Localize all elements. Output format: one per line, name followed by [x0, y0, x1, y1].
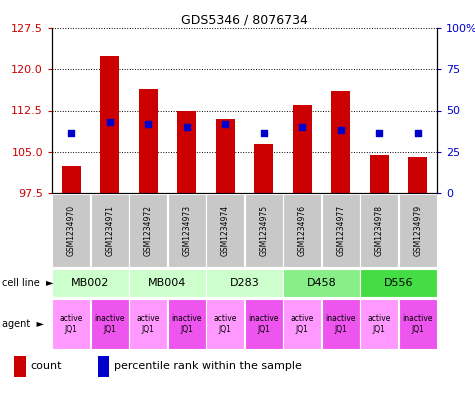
Text: MB004: MB004: [148, 278, 187, 288]
Bar: [52, 299, 90, 349]
Text: agent  ►: agent ►: [2, 319, 44, 329]
Bar: [284, 268, 360, 298]
Point: [375, 129, 383, 136]
Bar: [62, 165, 81, 193]
Bar: [129, 299, 167, 349]
Bar: [206, 194, 244, 267]
Text: GSM1234970: GSM1234970: [67, 205, 76, 256]
Text: GSM1234974: GSM1234974: [221, 205, 230, 256]
Text: GSM1234973: GSM1234973: [182, 205, 191, 256]
Point: [106, 118, 114, 125]
Text: active
JQ1: active JQ1: [59, 314, 83, 334]
Bar: [245, 194, 283, 267]
Bar: [399, 194, 437, 267]
Text: D556: D556: [384, 278, 413, 288]
Bar: [177, 110, 196, 193]
Text: percentile rank within the sample: percentile rank within the sample: [114, 361, 302, 371]
Text: active
JQ1: active JQ1: [368, 314, 391, 334]
Point: [183, 124, 190, 130]
Text: cell line  ►: cell line ►: [2, 278, 54, 288]
Bar: [254, 143, 274, 193]
Bar: [408, 157, 428, 193]
Bar: [168, 299, 206, 349]
Title: GDS5346 / 8076734: GDS5346 / 8076734: [181, 14, 308, 27]
Bar: [98, 356, 109, 376]
Point: [67, 129, 75, 136]
Point: [337, 127, 344, 133]
Bar: [322, 194, 360, 267]
Point: [260, 129, 267, 136]
Bar: [370, 154, 389, 193]
Text: inactive
JQ1: inactive JQ1: [402, 314, 433, 334]
Text: GSM1234975: GSM1234975: [259, 205, 268, 256]
Text: active
JQ1: active JQ1: [214, 314, 237, 334]
Bar: [91, 299, 129, 349]
Bar: [245, 299, 283, 349]
Bar: [91, 194, 129, 267]
Bar: [293, 105, 312, 193]
Bar: [331, 91, 351, 193]
Point: [414, 129, 421, 136]
Text: GSM1234977: GSM1234977: [336, 205, 345, 256]
Bar: [52, 194, 90, 267]
Text: count: count: [30, 361, 62, 371]
Point: [144, 121, 152, 127]
Bar: [399, 299, 437, 349]
Text: active
JQ1: active JQ1: [291, 314, 314, 334]
Bar: [206, 268, 283, 298]
Text: inactive
JQ1: inactive JQ1: [325, 314, 356, 334]
Bar: [139, 88, 158, 193]
Bar: [52, 268, 129, 298]
Bar: [168, 194, 206, 267]
Bar: [284, 194, 321, 267]
Text: active
JQ1: active JQ1: [137, 314, 160, 334]
Text: D458: D458: [307, 278, 336, 288]
Text: GSM1234978: GSM1234978: [375, 205, 384, 256]
Bar: [216, 119, 235, 193]
Bar: [361, 268, 437, 298]
Bar: [361, 299, 398, 349]
Bar: [100, 55, 119, 193]
Text: inactive
JQ1: inactive JQ1: [95, 314, 125, 334]
Text: GSM1234972: GSM1234972: [144, 205, 153, 256]
Text: inactive
JQ1: inactive JQ1: [248, 314, 279, 334]
Text: GSM1234976: GSM1234976: [298, 205, 307, 256]
Text: GSM1234971: GSM1234971: [105, 205, 114, 256]
Text: inactive
JQ1: inactive JQ1: [171, 314, 202, 334]
Bar: [129, 194, 167, 267]
Point: [298, 124, 306, 130]
Bar: [14, 356, 26, 376]
Point: [221, 121, 229, 127]
Bar: [361, 194, 398, 267]
Bar: [284, 299, 321, 349]
Text: GSM1234979: GSM1234979: [413, 205, 422, 256]
Bar: [206, 299, 244, 349]
Text: MB002: MB002: [71, 278, 110, 288]
Text: D283: D283: [229, 278, 259, 288]
Bar: [322, 299, 360, 349]
Bar: [129, 268, 206, 298]
